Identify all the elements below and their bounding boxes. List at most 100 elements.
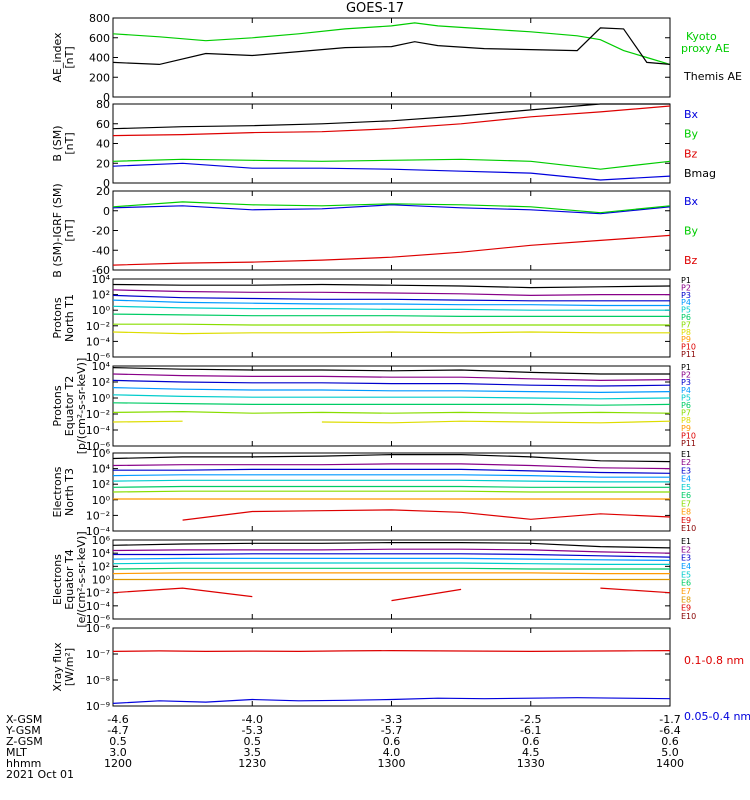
legend-label: P3 <box>681 378 691 387</box>
y-tick-label: 10⁻⁴ <box>86 424 111 437</box>
legend-label: P11 <box>681 439 696 448</box>
legend-label: P4 <box>681 386 691 395</box>
y-axis-label: Electrons <box>51 466 64 517</box>
series-line-e5 <box>112 562 670 565</box>
series-line-by <box>112 158 671 170</box>
legend-label: E1 <box>681 450 691 459</box>
y-tick-label: 10⁴ <box>92 547 111 560</box>
x-row-label: Z-GSM <box>6 735 43 748</box>
x-row-value: 3.5 <box>244 746 262 759</box>
series-line-by <box>112 201 671 214</box>
x-row-value: -6.4 <box>659 724 680 737</box>
y-tick-label: 10⁻⁹ <box>86 700 110 713</box>
legend-label: Bx <box>684 108 699 121</box>
y-tick-label: 10² <box>92 376 110 389</box>
series-line-e1 <box>112 454 671 463</box>
legend-label: P9 <box>681 335 691 344</box>
panel-5-frame <box>112 365 671 447</box>
y-tick-label: 40 <box>96 138 110 151</box>
y-tick-label: 10⁻² <box>86 408 110 421</box>
series-line-p1 <box>112 367 670 375</box>
series-line-bmag <box>112 103 670 130</box>
x-row-value: 5.0 <box>661 746 679 759</box>
series-line-p7 <box>113 323 670 326</box>
y-tick-label: -40 <box>92 244 110 257</box>
y-tick-label: 10⁰ <box>92 574 111 587</box>
series-line-p2 <box>112 373 671 382</box>
chart-title: GOES-17 <box>345 1 404 16</box>
y-tick-label: 10⁰ <box>92 392 111 405</box>
legend-label: P7 <box>681 320 691 329</box>
y-tick-label: 10⁻² <box>86 509 110 522</box>
x-row-value: -1.7 <box>659 713 680 726</box>
legend-label: E9 <box>681 516 691 525</box>
y-tick-label: 10⁻⁸ <box>86 674 111 687</box>
series-line-p5 <box>112 394 671 400</box>
y-tick-label: 10⁰ <box>92 304 111 317</box>
y-tick-label: 10⁻² <box>86 587 110 600</box>
series-line-p8 <box>112 331 670 335</box>
legend-label: P7 <box>681 409 691 418</box>
legend-label: E6 <box>681 491 691 500</box>
series-line-e6 <box>112 567 670 570</box>
x-row-value: 1400 <box>656 757 684 770</box>
y-tick-label: 10⁻⁴ <box>86 335 111 348</box>
x-row-value: -5.3 <box>242 724 263 737</box>
legend-label: E2 <box>681 545 691 554</box>
y-tick-label: 10⁶ <box>92 534 111 547</box>
series-line-bz <box>112 105 671 137</box>
panel-2-frame <box>112 103 671 184</box>
series-line-p6 <box>112 402 671 406</box>
series-line-p8 <box>112 420 671 424</box>
y-axis-label: B (SM)-IGRF (SM) <box>51 183 64 277</box>
legend-label: P10 <box>681 431 696 440</box>
x-row-label: MLT <box>6 746 27 759</box>
x-row-value: 1230 <box>238 757 266 770</box>
y-tick-label: 0 <box>103 177 110 190</box>
y-axis-label: Protons <box>51 297 64 338</box>
x-row-value: 4.0 <box>383 746 401 759</box>
legend-label: P5 <box>681 393 691 402</box>
x-row-value: -2.5 <box>520 713 541 726</box>
series-line-kyoto-proxy-ae <box>112 22 671 65</box>
y-tick-label: 10⁻⁶ <box>86 622 111 635</box>
y-tick-label: 20 <box>96 185 110 198</box>
y-tick-label: 10⁻⁶ <box>86 440 111 453</box>
x-row-label: X-GSM <box>6 713 42 726</box>
series-line-p1 <box>112 283 671 289</box>
series-line-e1 <box>112 542 671 549</box>
y-tick-label: 10⁻⁶ <box>86 613 111 626</box>
y-tick-label: 10⁶ <box>92 447 111 460</box>
legend-label: P1 <box>681 276 691 285</box>
series-line-p4 <box>112 387 671 394</box>
legend-label: P11 <box>681 350 696 359</box>
x-row-value: 1300 <box>378 757 406 770</box>
y-tick-label: 10⁻⁴ <box>86 600 111 613</box>
series-line-e9 <box>182 509 671 521</box>
x-row-value: 1330 <box>517 757 545 770</box>
x-row-value: 0.6 <box>522 735 540 748</box>
y-tick-label: 10⁻⁷ <box>86 648 110 661</box>
x-row-label: hhmm <box>6 757 41 770</box>
legend-label: Bx <box>684 195 699 208</box>
legend-label: By <box>684 225 699 238</box>
legend-label: E4 <box>681 475 691 484</box>
y-axis-label: [e/(cm²-s-sr-keV)] <box>75 531 88 627</box>
panel-4-frame <box>112 278 671 358</box>
legend-label: E2 <box>681 458 691 467</box>
y-tick-label: 0 <box>103 205 110 218</box>
y-tick-label: 10⁻² <box>86 320 110 333</box>
series-line-themis-ae <box>112 27 671 66</box>
legend-label: E7 <box>681 499 691 508</box>
y-tick-label: 10⁰ <box>92 494 111 507</box>
y-tick-label: 600 <box>89 32 110 45</box>
date-label: 2021 Oct 01 <box>6 768 74 781</box>
series-line-bx <box>112 162 671 181</box>
x-row-value: 0.6 <box>661 735 679 748</box>
series-line-e7 <box>112 490 670 493</box>
y-axis-label: North T3 <box>63 468 76 516</box>
y-tick-label: 10⁴ <box>92 463 111 476</box>
y-axis-label: [nT] <box>63 46 76 68</box>
legend-label: P4 <box>681 298 691 307</box>
x-row-value: -4.6 <box>107 713 128 726</box>
